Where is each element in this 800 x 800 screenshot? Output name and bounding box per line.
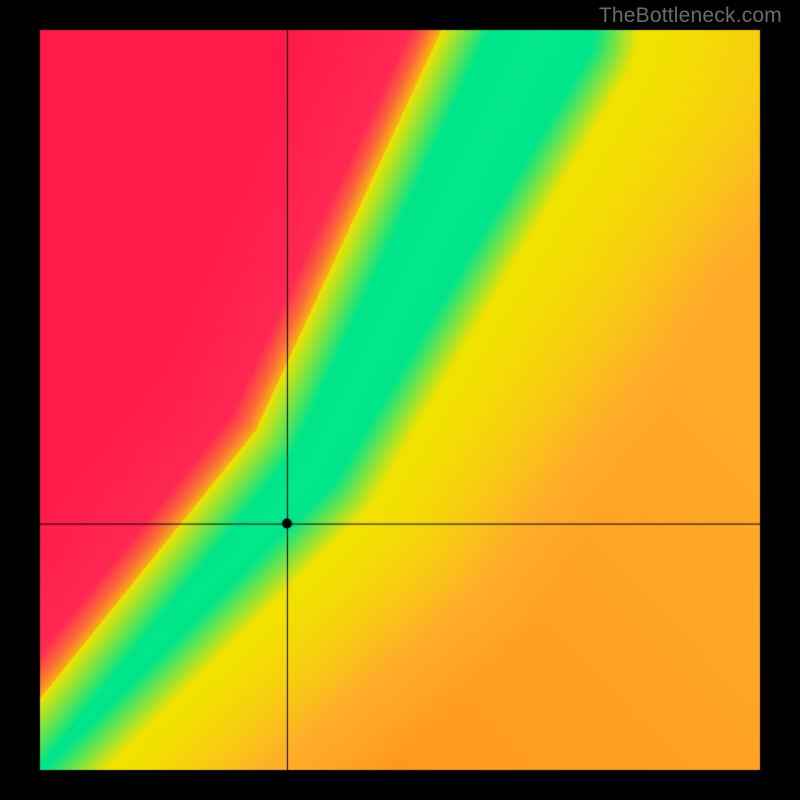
bottleneck-heatmap: [0, 0, 800, 800]
chart-container: TheBottleneck.com: [0, 0, 800, 800]
watermark-text: TheBottleneck.com: [599, 4, 782, 28]
